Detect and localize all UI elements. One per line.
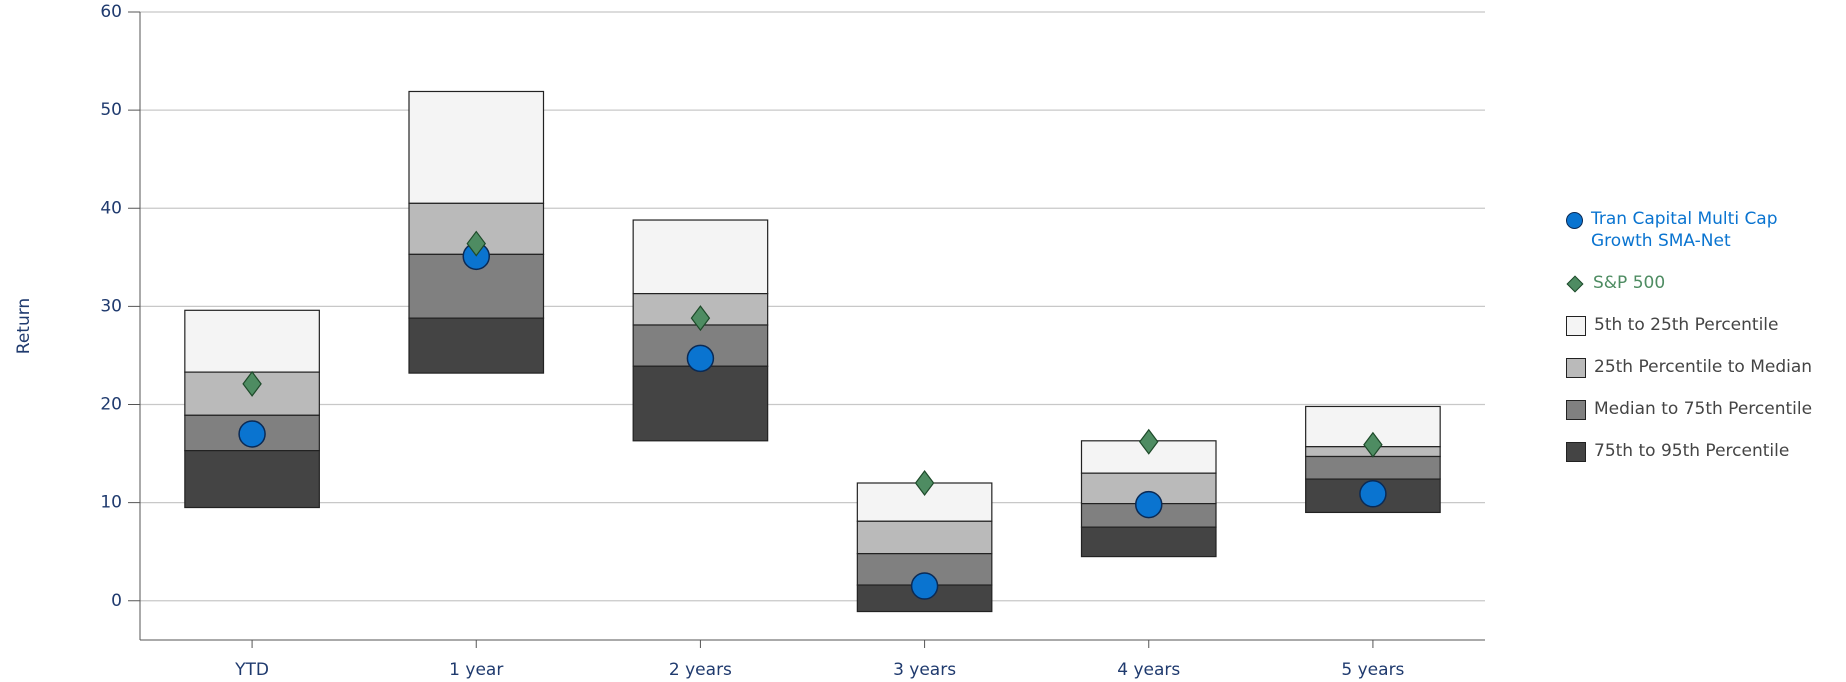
y-tick-label: 50 [100, 100, 122, 120]
y-tick-label: 40 [100, 198, 122, 218]
legend-swatch [1566, 400, 1586, 420]
fund-marker [686, 344, 715, 373]
range-band [184, 309, 320, 373]
legend-swatch [1566, 316, 1586, 336]
legend-label: 25th Percentile to Median [1594, 357, 1813, 377]
x-tick-label: 1 year [449, 660, 503, 680]
range-band [408, 317, 545, 374]
x-tick-label: 5 years [1341, 660, 1404, 680]
x-tick-label: 3 years [893, 660, 956, 680]
range-band [184, 450, 320, 509]
legend-item: S&P 500 [1560, 272, 1840, 294]
x-tick-label: YTD [234, 660, 269, 680]
benchmark-marker [690, 305, 711, 332]
legend-label: 5th to 25th Percentile [1594, 315, 1779, 335]
fund-marker [1359, 480, 1387, 508]
fund-marker [1135, 490, 1163, 519]
range-band [856, 520, 993, 555]
legend-swatch [1566, 212, 1583, 229]
y-tick-label: 30 [100, 296, 122, 316]
y-tick-label: 10 [100, 493, 122, 513]
legend-label: 75th to 95th Percentile [1594, 441, 1790, 461]
legend-label: Tran Capital Multi Cap Growth SMA-Net [1591, 209, 1778, 251]
legend-swatch [1566, 275, 1584, 293]
range-band [632, 219, 769, 295]
benchmark-marker [1363, 431, 1383, 458]
fund-marker [910, 572, 939, 600]
range-band [408, 90, 545, 204]
range-band [632, 365, 769, 442]
legend-item: Tran Capital Multi Cap Growth SMA-Net [1560, 208, 1840, 252]
y-tick-label: 60 [100, 2, 122, 22]
x-tick-label: 4 years [1117, 660, 1180, 680]
legend-label: Median to 75th Percentile [1594, 399, 1813, 419]
legend-item: Median to 75th Percentile [1560, 398, 1840, 420]
legend: Tran Capital Multi Cap Growth SMA-Net S&P… [1560, 208, 1840, 482]
legend-item: 75th to 95th Percentile [1560, 440, 1840, 462]
y-tick-label: 20 [100, 395, 122, 415]
legend-swatch [1566, 358, 1586, 378]
benchmark-marker [466, 230, 486, 257]
y-axis-label: Return [14, 298, 34, 354]
benchmark-marker [242, 370, 262, 397]
range-band [1080, 526, 1217, 558]
fund-marker [238, 420, 266, 448]
y-tick-label: 0 [111, 591, 122, 611]
legend-item: 5th to 25th Percentile [1560, 314, 1840, 336]
legend-item: 25th Percentile to Median [1560, 356, 1840, 378]
range-band [1305, 455, 1441, 480]
benchmark-marker [914, 470, 935, 496]
legend-label: S&P 500 [1593, 273, 1666, 293]
benchmark-marker [1139, 428, 1159, 455]
x-tick-label: 2 years [669, 660, 732, 680]
legend-swatch [1566, 442, 1586, 462]
